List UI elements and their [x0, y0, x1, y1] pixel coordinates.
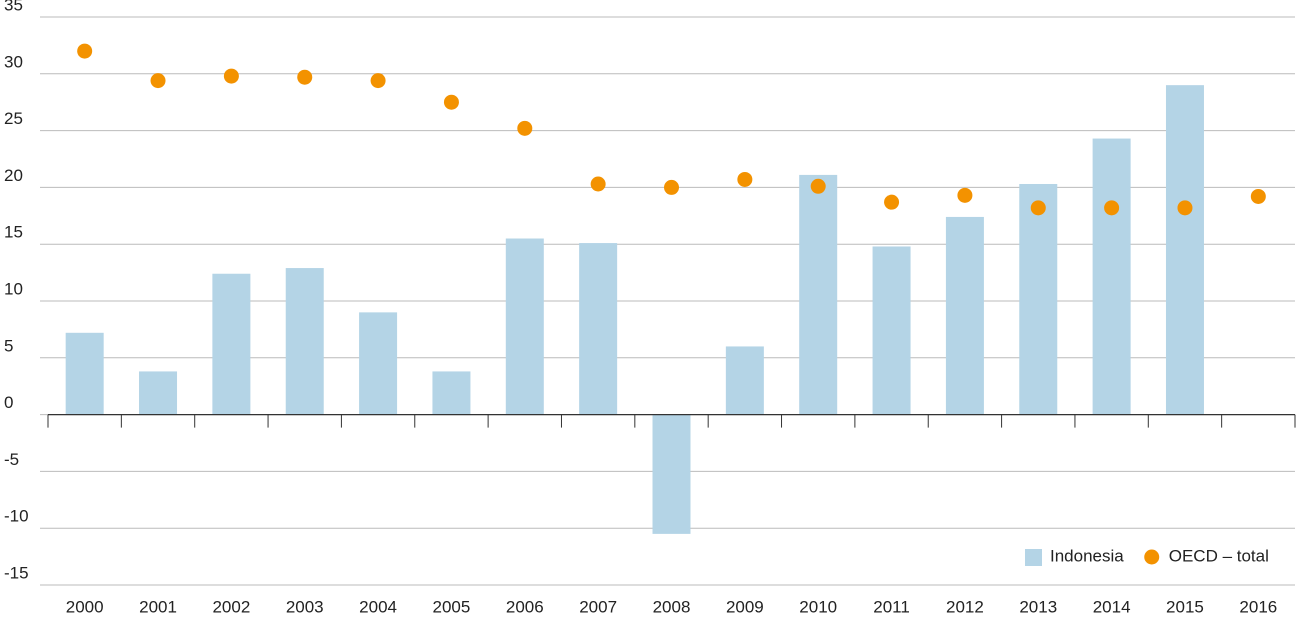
x-tick-label: 2004: [359, 597, 397, 616]
x-tick-label: 2011: [873, 597, 910, 616]
x-tick-label: 2016: [1239, 597, 1277, 616]
y-tick-label: -10: [4, 507, 29, 526]
dot: [370, 73, 386, 89]
dot: [150, 73, 166, 89]
legend-label: Indonesia: [1050, 546, 1124, 565]
x-tick-label: 2012: [946, 597, 984, 616]
y-tick-label: 30: [4, 52, 23, 71]
bar: [285, 268, 324, 415]
x-tick-label: 2013: [1019, 597, 1057, 616]
dot: [517, 120, 533, 136]
bar: [139, 371, 178, 415]
x-tick-label: 2005: [433, 597, 471, 616]
y-tick-label: 35: [4, 0, 23, 14]
legend-swatch: [1144, 549, 1160, 565]
dot: [590, 176, 606, 192]
bar: [1092, 138, 1131, 415]
bar: [725, 346, 764, 415]
dot: [443, 94, 459, 110]
bar: [799, 174, 838, 415]
dot: [737, 171, 753, 187]
bar: [652, 414, 691, 534]
y-tick-label: -5: [4, 450, 19, 469]
x-tick-label: 2001: [139, 597, 177, 616]
legend-label: OECD – total: [1169, 546, 1269, 565]
dot: [1250, 188, 1266, 204]
dot: [957, 187, 973, 203]
dot: [810, 178, 826, 194]
dot: [77, 43, 93, 59]
dot: [297, 69, 313, 85]
x-tick-label: 2014: [1093, 597, 1131, 616]
dot: [1030, 200, 1046, 216]
x-tick-label: 2007: [579, 597, 617, 616]
dot: [223, 68, 239, 84]
x-tick-label: 2006: [506, 597, 544, 616]
bar: [1165, 85, 1204, 415]
x-tick-label: 2015: [1166, 597, 1204, 616]
y-tick-label: 10: [4, 279, 23, 298]
x-tick-label: 2010: [799, 597, 837, 616]
y-tick-label: 15: [4, 223, 23, 242]
bar: [505, 238, 544, 415]
y-tick-label: 25: [4, 109, 23, 128]
bar: [579, 243, 618, 415]
x-tick-label: 2002: [212, 597, 250, 616]
bar: [872, 246, 911, 415]
bar: [65, 332, 104, 415]
dot: [1177, 200, 1193, 216]
legend-swatch: [1025, 549, 1042, 566]
y-tick-label: -15: [4, 563, 29, 582]
x-tick-label: 2009: [726, 597, 764, 616]
bar: [945, 216, 984, 415]
bar: [359, 312, 398, 415]
y-tick-label: 0: [4, 393, 13, 412]
bar: [1019, 183, 1058, 415]
dot: [1104, 200, 1120, 216]
x-tick-label: 2000: [66, 597, 104, 616]
bar: [212, 273, 251, 415]
x-tick-label: 2008: [653, 597, 691, 616]
y-tick-label: 5: [4, 336, 13, 355]
dot: [884, 194, 900, 210]
bar: [432, 371, 471, 415]
x-tick-label: 2003: [286, 597, 324, 616]
dot: [664, 179, 679, 195]
y-tick-label: 20: [4, 166, 23, 185]
